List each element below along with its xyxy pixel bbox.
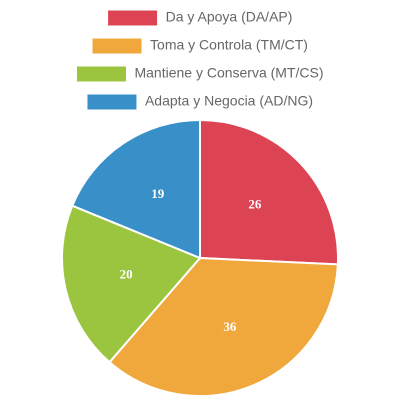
- pie-slice: [70, 118, 201, 260]
- legend-swatch: [107, 9, 159, 27]
- pie-slice: [199, 118, 339, 266]
- pie-slice: [108, 256, 339, 397]
- legend-swatch: [75, 65, 127, 83]
- slice-label: 26: [248, 197, 262, 212]
- legend-label: Da y Apoya (DA/AP): [166, 9, 293, 25]
- slice-label: 20: [120, 267, 133, 282]
- slice-label: 36: [223, 319, 237, 334]
- legend-item[interactable]: Toma y Controla (TM/CT): [91, 37, 308, 55]
- legend-item[interactable]: Da y Apoya (DA/AP): [107, 9, 293, 27]
- legend-swatch: [91, 37, 143, 55]
- legend-item[interactable]: Adapta y Negocia (AD/NG): [86, 93, 313, 111]
- slice-label: 19: [151, 186, 165, 201]
- legend-item[interactable]: Mantiene y Conserva (MT/CS): [75, 65, 324, 83]
- legend-label: Mantiene y Conserva (MT/CS): [134, 65, 323, 81]
- legend-label: Adapta y Negocia (AD/NG): [145, 93, 313, 109]
- legend-label: Toma y Controla (TM/CT): [150, 37, 308, 53]
- legend-swatch: [86, 93, 138, 111]
